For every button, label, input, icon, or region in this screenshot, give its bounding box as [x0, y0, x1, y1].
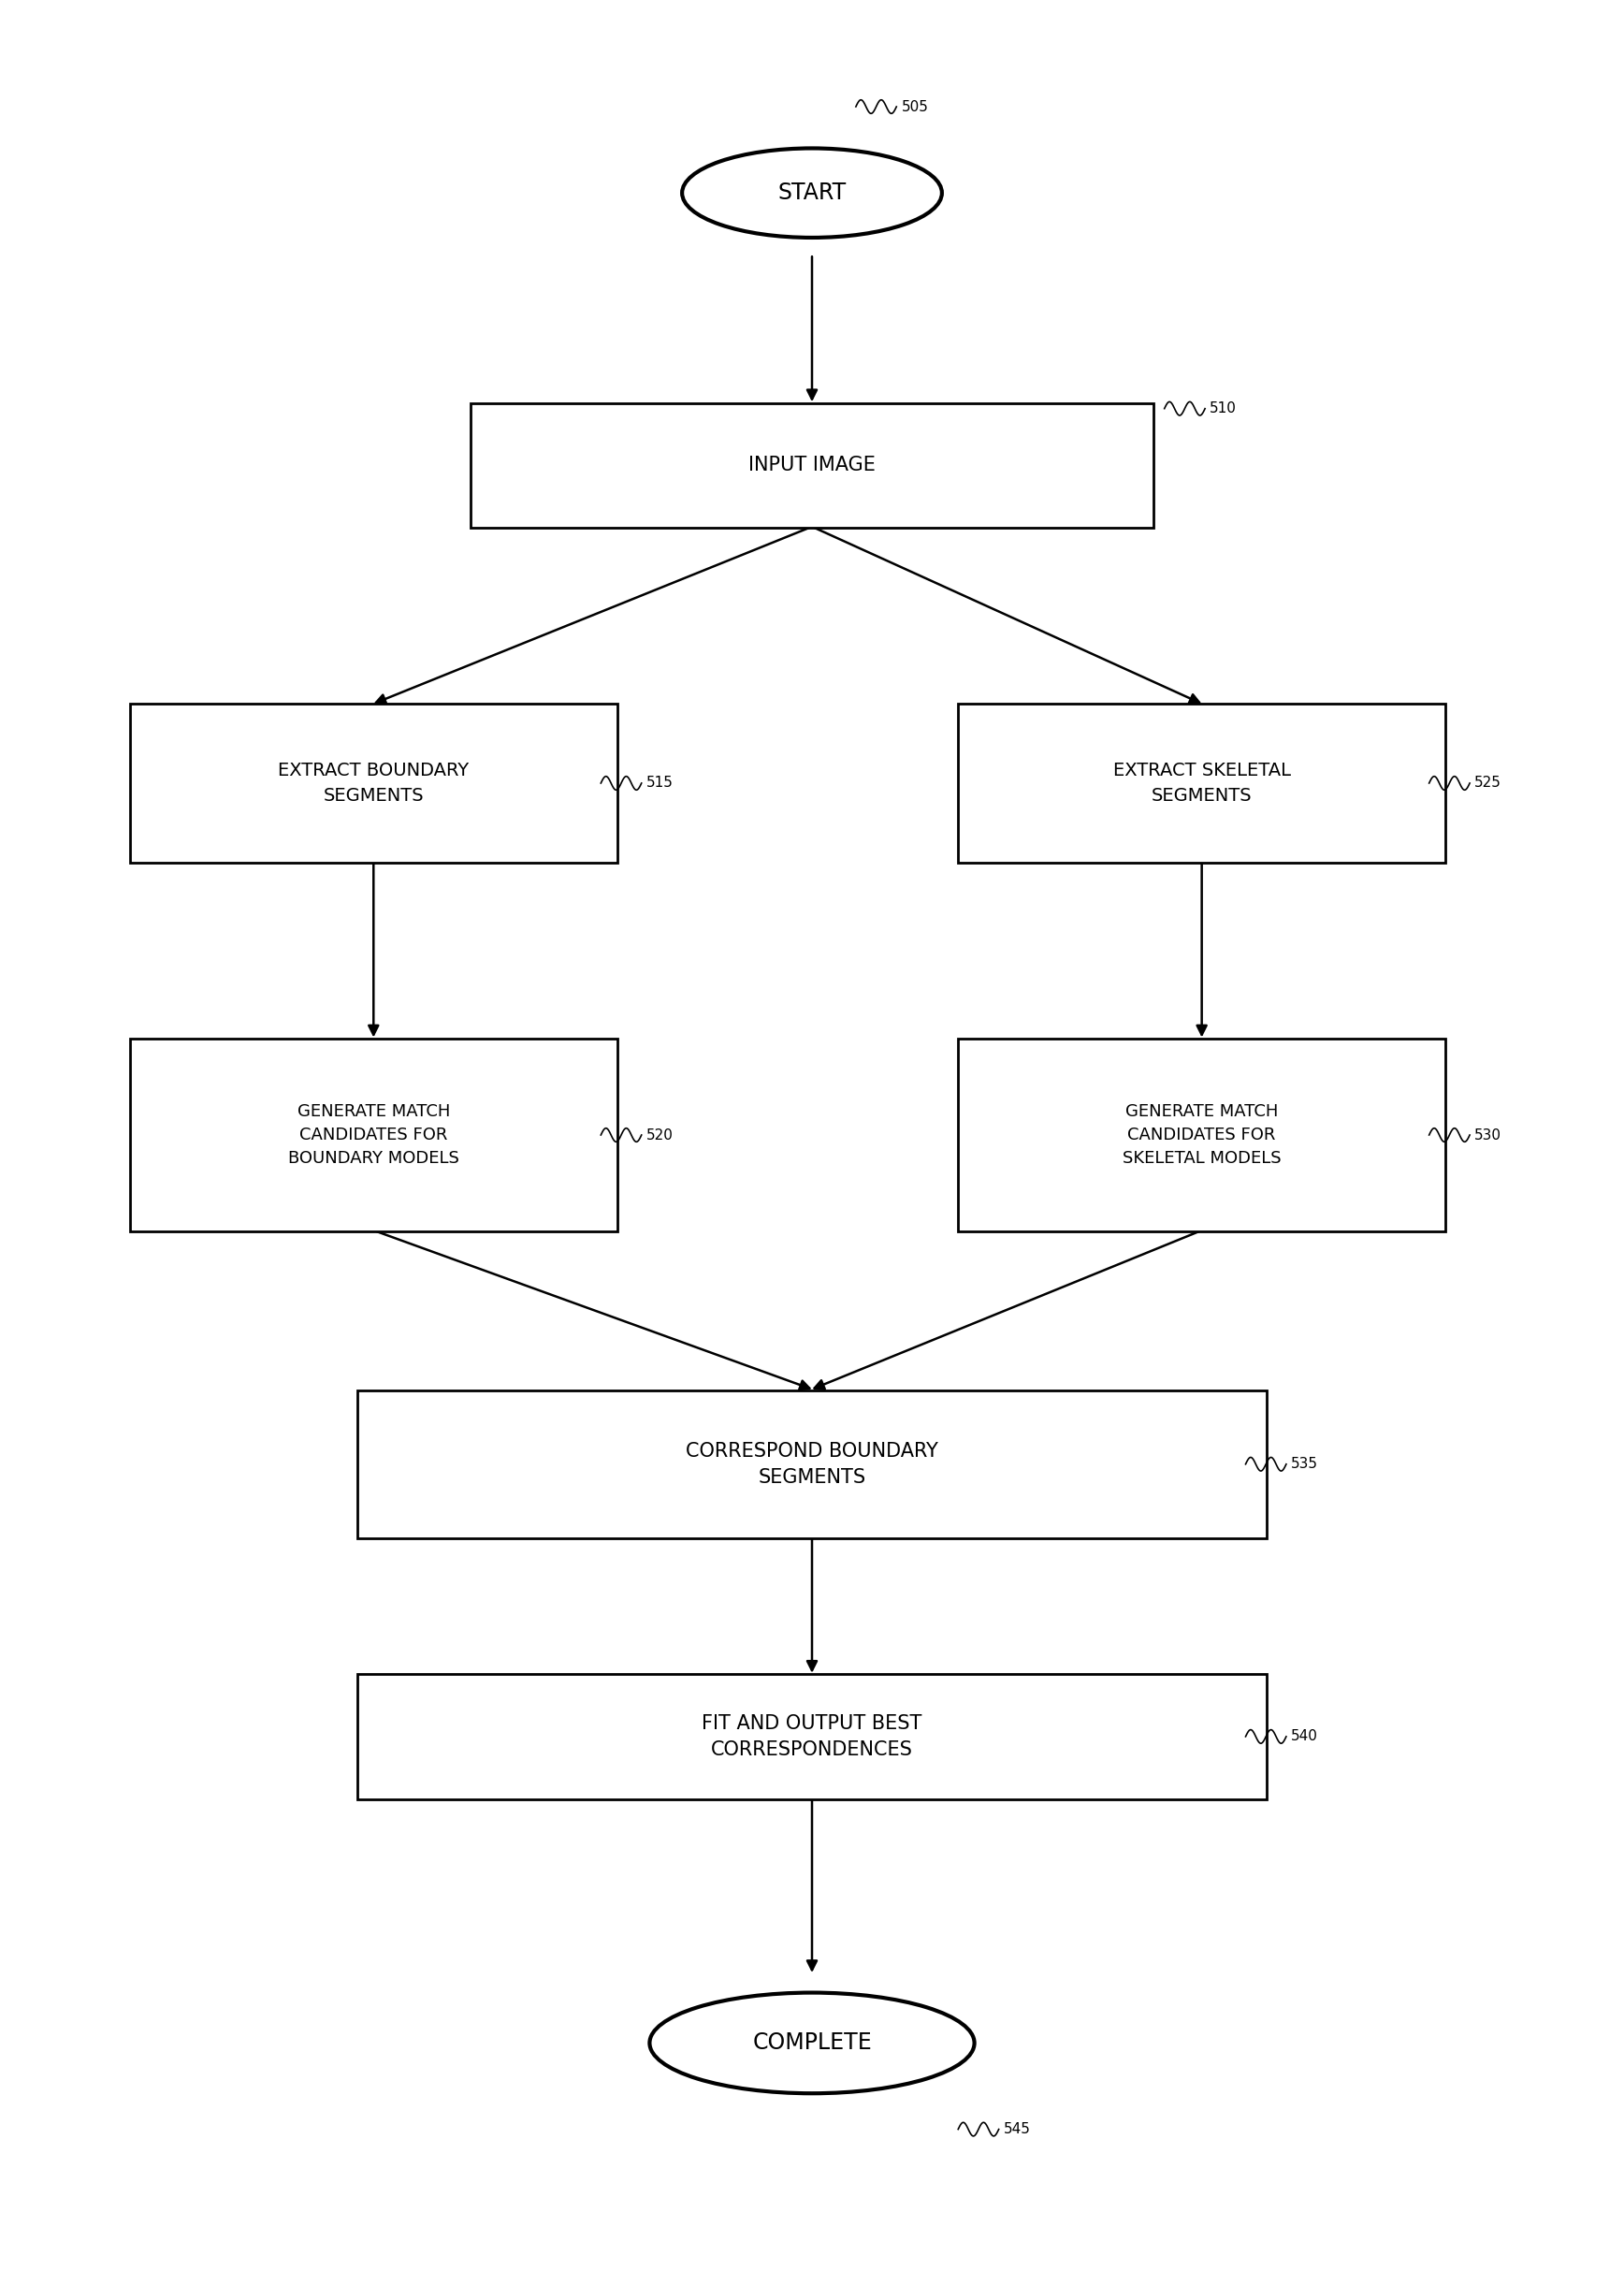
Text: 510: 510: [1210, 402, 1237, 415]
Bar: [130, 704, 617, 863]
Text: CORRESPOND BOUNDARY
SEGMENTS: CORRESPOND BOUNDARY SEGMENTS: [685, 1441, 939, 1487]
Text: 535: 535: [1291, 1457, 1319, 1471]
Bar: [471, 402, 1153, 527]
Bar: [958, 1040, 1445, 1230]
Ellipse shape: [682, 148, 942, 238]
Text: 515: 515: [646, 776, 674, 790]
Text: EXTRACT SKELETAL
SEGMENTS: EXTRACT SKELETAL SEGMENTS: [1112, 763, 1291, 804]
Text: 530: 530: [1475, 1128, 1502, 1142]
Text: 525: 525: [1475, 776, 1502, 790]
Bar: [357, 1389, 1267, 1539]
Text: 540: 540: [1291, 1730, 1319, 1743]
Bar: [357, 1675, 1267, 1798]
Bar: [958, 704, 1445, 863]
Text: 520: 520: [646, 1128, 674, 1142]
Text: GENERATE MATCH
CANDIDATES FOR
BOUNDARY MODELS: GENERATE MATCH CANDIDATES FOR BOUNDARY M…: [287, 1103, 460, 1167]
Text: GENERATE MATCH
CANDIDATES FOR
SKELETAL MODELS: GENERATE MATCH CANDIDATES FOR SKELETAL M…: [1122, 1103, 1281, 1167]
Bar: [130, 1040, 617, 1230]
Text: EXTRACT BOUNDARY
SEGMENTS: EXTRACT BOUNDARY SEGMENTS: [278, 763, 469, 804]
Text: FIT AND OUTPUT BEST
CORRESPONDENCES: FIT AND OUTPUT BEST CORRESPONDENCES: [702, 1714, 922, 1759]
Text: INPUT IMAGE: INPUT IMAGE: [749, 456, 875, 474]
Text: 505: 505: [901, 100, 929, 114]
Text: COMPLETE: COMPLETE: [752, 2032, 872, 2054]
Text: 545: 545: [1004, 2122, 1031, 2136]
Text: START: START: [778, 182, 846, 204]
Ellipse shape: [650, 1993, 974, 2093]
